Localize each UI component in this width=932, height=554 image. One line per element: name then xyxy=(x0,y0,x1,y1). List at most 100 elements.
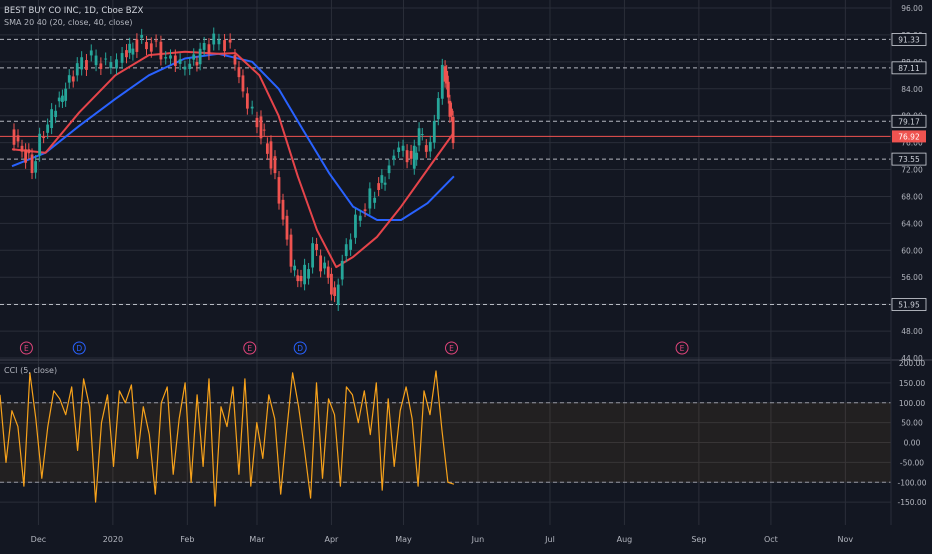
candle-body xyxy=(269,141,273,169)
price-tick-label: 84.00 xyxy=(901,85,923,94)
candle-body xyxy=(250,106,254,109)
candle-body xyxy=(128,43,132,53)
cci-lines xyxy=(0,370,455,507)
candle-body xyxy=(380,175,384,183)
candle-body xyxy=(89,50,93,56)
x-tick-label: Jun xyxy=(471,535,485,544)
candle-body xyxy=(54,110,58,118)
event-label: D xyxy=(297,344,303,353)
candle-body xyxy=(281,199,285,220)
candle-body xyxy=(303,264,307,285)
candle-body xyxy=(420,134,424,136)
price-tick-label: 96.00 xyxy=(901,4,923,13)
candle-body xyxy=(448,100,452,117)
event-marker xyxy=(293,341,307,355)
event-label: E xyxy=(247,344,252,353)
cci-tick-label: -100.00 xyxy=(898,478,927,487)
last-price-label: 76.92 xyxy=(898,132,920,141)
candle-body xyxy=(192,54,196,60)
candle-body xyxy=(417,128,421,146)
cci-band xyxy=(0,402,891,483)
moving-averages xyxy=(11,50,455,269)
candle-body xyxy=(397,147,401,153)
candle-body xyxy=(188,63,192,70)
candle-body xyxy=(16,135,20,142)
candle-body xyxy=(451,116,455,144)
candle-body xyxy=(212,33,216,45)
candle-body xyxy=(195,62,199,66)
candle-body xyxy=(120,53,124,63)
candle-body xyxy=(443,66,447,82)
event-marker xyxy=(445,341,459,355)
sma20-line xyxy=(11,50,455,269)
candle-body xyxy=(173,55,177,66)
event-marker xyxy=(72,341,86,355)
event-label: D xyxy=(76,344,82,353)
candle-body xyxy=(169,55,172,59)
candle-body xyxy=(415,152,419,160)
price-level-tag xyxy=(891,152,927,166)
candle-body xyxy=(436,98,440,120)
cci-indicator-label[interactable]: CCI (5, close) xyxy=(4,366,57,375)
candle-body xyxy=(265,143,269,154)
candle-body xyxy=(183,66,187,70)
event-marker xyxy=(19,341,33,355)
price-tick-label: 44.00 xyxy=(901,354,923,363)
candle-body xyxy=(387,165,391,174)
candle-body xyxy=(202,42,206,50)
candle-body xyxy=(392,155,396,160)
candle-body xyxy=(377,183,381,190)
candle-body xyxy=(307,269,311,279)
candle-body xyxy=(46,124,50,133)
candle-body xyxy=(38,133,42,156)
sma-indicator-label[interactable]: SMA 20 40 (20, close, 40, close) xyxy=(4,18,133,27)
candle-body xyxy=(80,57,84,70)
sma40-line xyxy=(11,52,455,221)
candle-body xyxy=(94,55,98,66)
candle-body xyxy=(198,48,202,65)
candle-body xyxy=(178,59,182,64)
candle-body xyxy=(145,41,148,50)
candle-body xyxy=(354,214,357,238)
event-marker xyxy=(243,341,257,355)
x-tick-label: Feb xyxy=(180,535,194,544)
candle-body xyxy=(217,39,221,45)
candle-body xyxy=(349,239,353,250)
price-tick-label: 76.00 xyxy=(901,139,923,148)
candle-body xyxy=(409,150,413,159)
candle-body xyxy=(273,156,277,174)
cci-tick-label: -150.00 xyxy=(898,498,927,507)
price-tick-label: 68.00 xyxy=(901,192,923,201)
last-price-tag xyxy=(892,130,926,143)
candle-body xyxy=(154,40,158,42)
candle-body xyxy=(241,75,245,92)
candle-body xyxy=(20,145,24,152)
cci-tick-label: 0.00 xyxy=(904,439,921,448)
candle-body xyxy=(311,243,315,268)
candle-body xyxy=(405,150,409,163)
candle-body xyxy=(228,39,232,43)
candle-body xyxy=(446,81,450,98)
cci-tick-label: 200.00 xyxy=(899,359,925,368)
candle-body xyxy=(344,244,348,257)
price-tick-label: 60.00 xyxy=(901,246,923,255)
candle-body xyxy=(207,44,211,55)
candle-body xyxy=(159,41,163,60)
candle-body xyxy=(50,109,54,129)
candle-body xyxy=(424,145,428,152)
x-tick-label: Apr xyxy=(325,535,340,544)
event-label: E xyxy=(449,344,454,353)
price-level-tag xyxy=(891,298,927,311)
level-labels: 91.33 87.11 79.17 73.55 51.95 76.92 xyxy=(891,33,927,311)
x-tick-label: May xyxy=(395,535,412,544)
candle-body xyxy=(363,209,367,212)
price-level-label: 87.11 xyxy=(898,64,920,73)
candle-body xyxy=(440,64,444,99)
candle-body xyxy=(42,137,46,139)
cci-tick-label: 100.00 xyxy=(899,399,925,408)
candle-body xyxy=(285,215,289,240)
candle-body xyxy=(164,57,168,59)
event-label: E xyxy=(680,344,685,353)
